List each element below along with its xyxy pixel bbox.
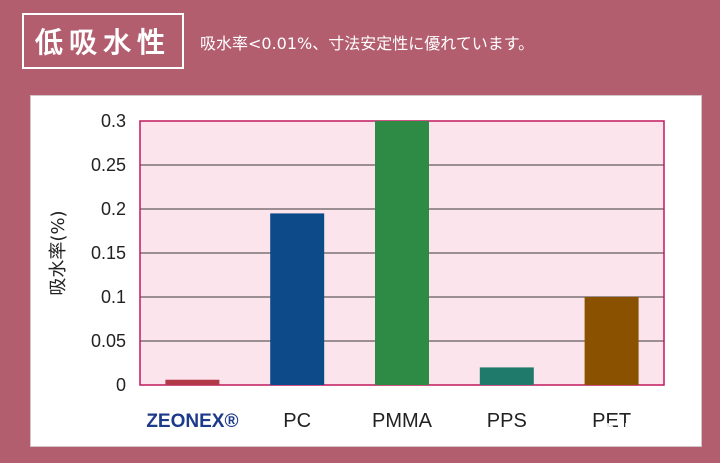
- x-tick-label: PC: [283, 410, 311, 432]
- section-title: 低吸水性: [22, 13, 184, 69]
- y-tick-label: 0.1: [101, 287, 126, 307]
- x-tick-label: PMMA: [372, 410, 433, 432]
- bar-pc: [270, 213, 325, 385]
- y-tick-label: 0.05: [91, 331, 126, 351]
- bar-pmma: [375, 121, 429, 385]
- wechat-icon: [596, 423, 614, 437]
- x-tick-label: ZEONEX®: [146, 411, 238, 432]
- x-tick-label: PPS: [487, 410, 527, 432]
- watermark: 化工孵化: [596, 420, 674, 440]
- section-subtitle: 吸水率<0.01%、寸法安定性に優れています。: [200, 34, 535, 53]
- y-tick-label: 0.3: [101, 111, 126, 131]
- y-tick-label: 0.15: [91, 243, 126, 263]
- bar-pps: [479, 367, 534, 385]
- y-axis-label: 吸水率(%): [48, 210, 69, 295]
- y-tick-label: 0.25: [91, 155, 126, 175]
- y-tick-label: 0: [116, 375, 126, 395]
- bar-pet: [584, 297, 639, 385]
- bar-zeonex: [165, 379, 220, 385]
- y-tick-label: 0.2: [101, 199, 126, 219]
- watermark-text: 化工孵化: [618, 423, 674, 439]
